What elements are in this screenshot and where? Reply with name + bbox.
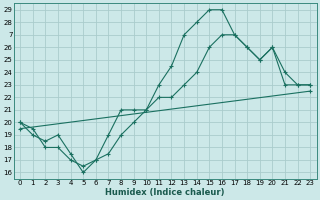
X-axis label: Humidex (Indice chaleur): Humidex (Indice chaleur) bbox=[106, 188, 225, 197]
